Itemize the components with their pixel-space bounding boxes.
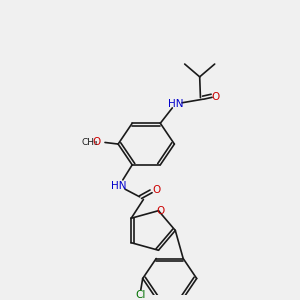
Text: Cl: Cl bbox=[136, 290, 146, 300]
Text: CH₃: CH₃ bbox=[82, 138, 98, 147]
Text: HN: HN bbox=[111, 181, 127, 191]
Text: HN: HN bbox=[168, 99, 183, 109]
Text: O: O bbox=[152, 185, 161, 196]
Text: O: O bbox=[92, 137, 101, 147]
Text: O: O bbox=[211, 92, 220, 102]
Text: O: O bbox=[156, 206, 164, 216]
